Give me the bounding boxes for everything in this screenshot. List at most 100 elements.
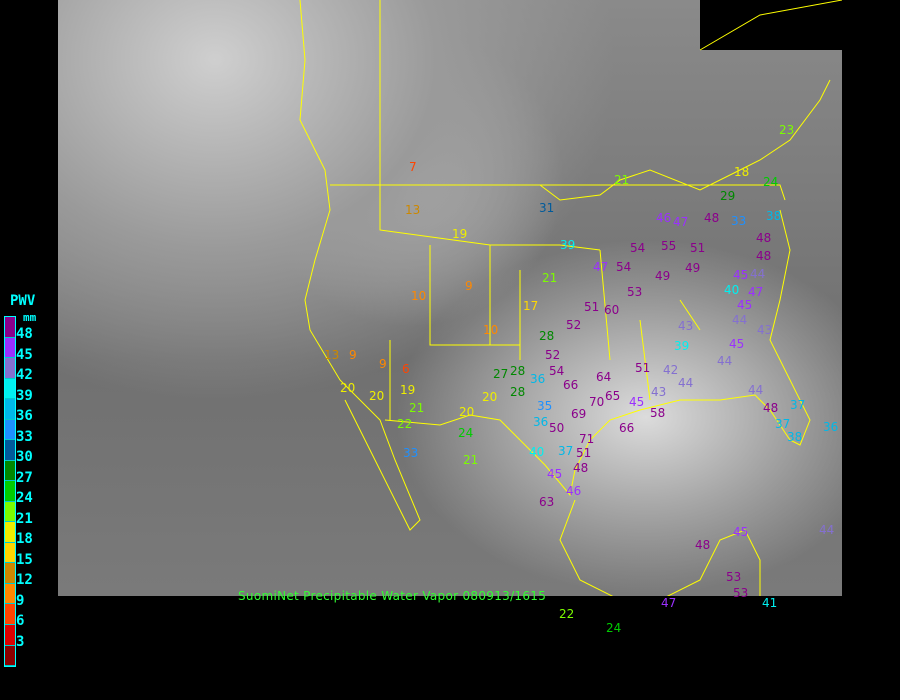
station-value: 43 [678, 319, 694, 333]
station-value: 53 [627, 285, 643, 299]
station-value: 42 [663, 363, 679, 377]
station-value: 37 [775, 417, 791, 431]
station-value: 47 [593, 260, 609, 274]
station-value: 40 [529, 445, 545, 459]
station-value: 44 [732, 313, 748, 327]
station-value: 24 [606, 621, 622, 635]
station-value: 37 [790, 398, 806, 412]
legend-tick: 12 [16, 572, 33, 588]
station-value: 20 [369, 389, 385, 403]
station-value: 21 [614, 173, 630, 187]
station-value: 31 [539, 201, 555, 215]
station-value: 9 [349, 348, 357, 362]
legend-swatch [5, 337, 15, 359]
station-value: 19 [400, 383, 416, 397]
station-value: 71 [579, 432, 595, 446]
station-value: 52 [566, 318, 582, 332]
legend-tick: 48 [16, 326, 33, 342]
legend-swatch [5, 563, 15, 584]
legend-swatch [5, 317, 15, 338]
station-value: 46 [656, 211, 672, 225]
station-value: 48 [756, 231, 772, 245]
legend-color-bar [4, 316, 16, 667]
station-value: 70 [589, 395, 605, 409]
legend-tick: 33 [16, 428, 33, 445]
station-value: 41 [762, 596, 778, 610]
legend-swatch [5, 481, 15, 502]
station-value: 63 [539, 495, 555, 509]
station-value: 22 [559, 607, 575, 621]
station-value: 36 [823, 420, 839, 434]
station-value: 13 [405, 203, 421, 217]
station-value: 65 [605, 389, 621, 403]
station-value: 54 [549, 364, 565, 378]
legend-swatch [5, 583, 15, 605]
station-value: 51 [584, 300, 600, 314]
station-value: 66 [619, 421, 635, 435]
legend-swatch [5, 624, 15, 646]
station-value: 39 [560, 238, 576, 252]
station-value: 21 [463, 453, 479, 467]
station-value: 43 [651, 385, 667, 399]
station-value: 24 [458, 426, 474, 440]
station-value: 45 [737, 298, 753, 312]
station-value: 13 [324, 348, 340, 362]
map-caption: SuomiNet Precipitable Water Vapor 080913… [238, 589, 547, 603]
station-value: 17 [523, 299, 539, 313]
legend-tick: 36 [16, 408, 33, 424]
satellite-map [58, 0, 842, 596]
station-value: 51 [690, 241, 706, 255]
station-value: 38 [787, 430, 803, 444]
station-value: 10 [411, 289, 427, 303]
legend-swatch [5, 399, 15, 420]
legend-title: PWV [10, 293, 36, 309]
station-value: 54 [630, 241, 646, 255]
station-value: 53 [733, 586, 749, 600]
station-value: 19 [452, 227, 468, 241]
station-value: 44 [819, 523, 835, 537]
station-value: 27 [493, 367, 509, 381]
legend-tick: 18 [16, 531, 33, 547]
station-value: 45 [729, 337, 745, 351]
station-value: 58 [650, 406, 666, 420]
station-value: 51 [576, 446, 592, 460]
station-value: 36 [530, 372, 546, 386]
station-value: 33 [731, 214, 747, 228]
legend-unit: mm [23, 311, 37, 324]
station-value: 24 [763, 175, 779, 189]
station-value: 33 [403, 446, 419, 460]
station-value: 28 [510, 364, 526, 378]
legend-swatch [5, 542, 15, 564]
station-value: 36 [533, 415, 549, 429]
station-value: 6 [402, 362, 410, 376]
legend-tick: 3 [16, 633, 25, 650]
legend-tick: 24 [16, 490, 33, 506]
legend-swatch [5, 419, 15, 441]
station-value: 46 [566, 484, 582, 498]
station-value: 49 [655, 269, 671, 283]
station-value: 44 [678, 376, 694, 390]
station-value: 47 [673, 215, 689, 229]
station-value: 43 [757, 323, 773, 337]
station-value: 10 [483, 323, 499, 337]
legend-swatch [5, 378, 15, 400]
station-value: 22 [397, 417, 413, 431]
station-value: 60 [604, 303, 620, 317]
station-value: 54 [616, 260, 632, 274]
station-value: 48 [763, 401, 779, 415]
station-value: 7 [409, 160, 417, 174]
station-value: 45 [547, 467, 563, 481]
station-value: 45 [733, 268, 749, 282]
station-value: 44 [717, 354, 733, 368]
station-value: 45 [629, 395, 645, 409]
station-value: 44 [750, 267, 766, 281]
legend-swatch [5, 440, 15, 461]
station-value: 47 [661, 596, 677, 610]
station-value: 20 [459, 405, 475, 419]
legend-swatch [5, 645, 15, 667]
station-value: 20 [482, 390, 498, 404]
station-value: 23 [779, 123, 795, 137]
station-value: 45 [733, 525, 749, 539]
station-value: 55 [661, 239, 677, 253]
station-value: 18 [734, 165, 750, 179]
